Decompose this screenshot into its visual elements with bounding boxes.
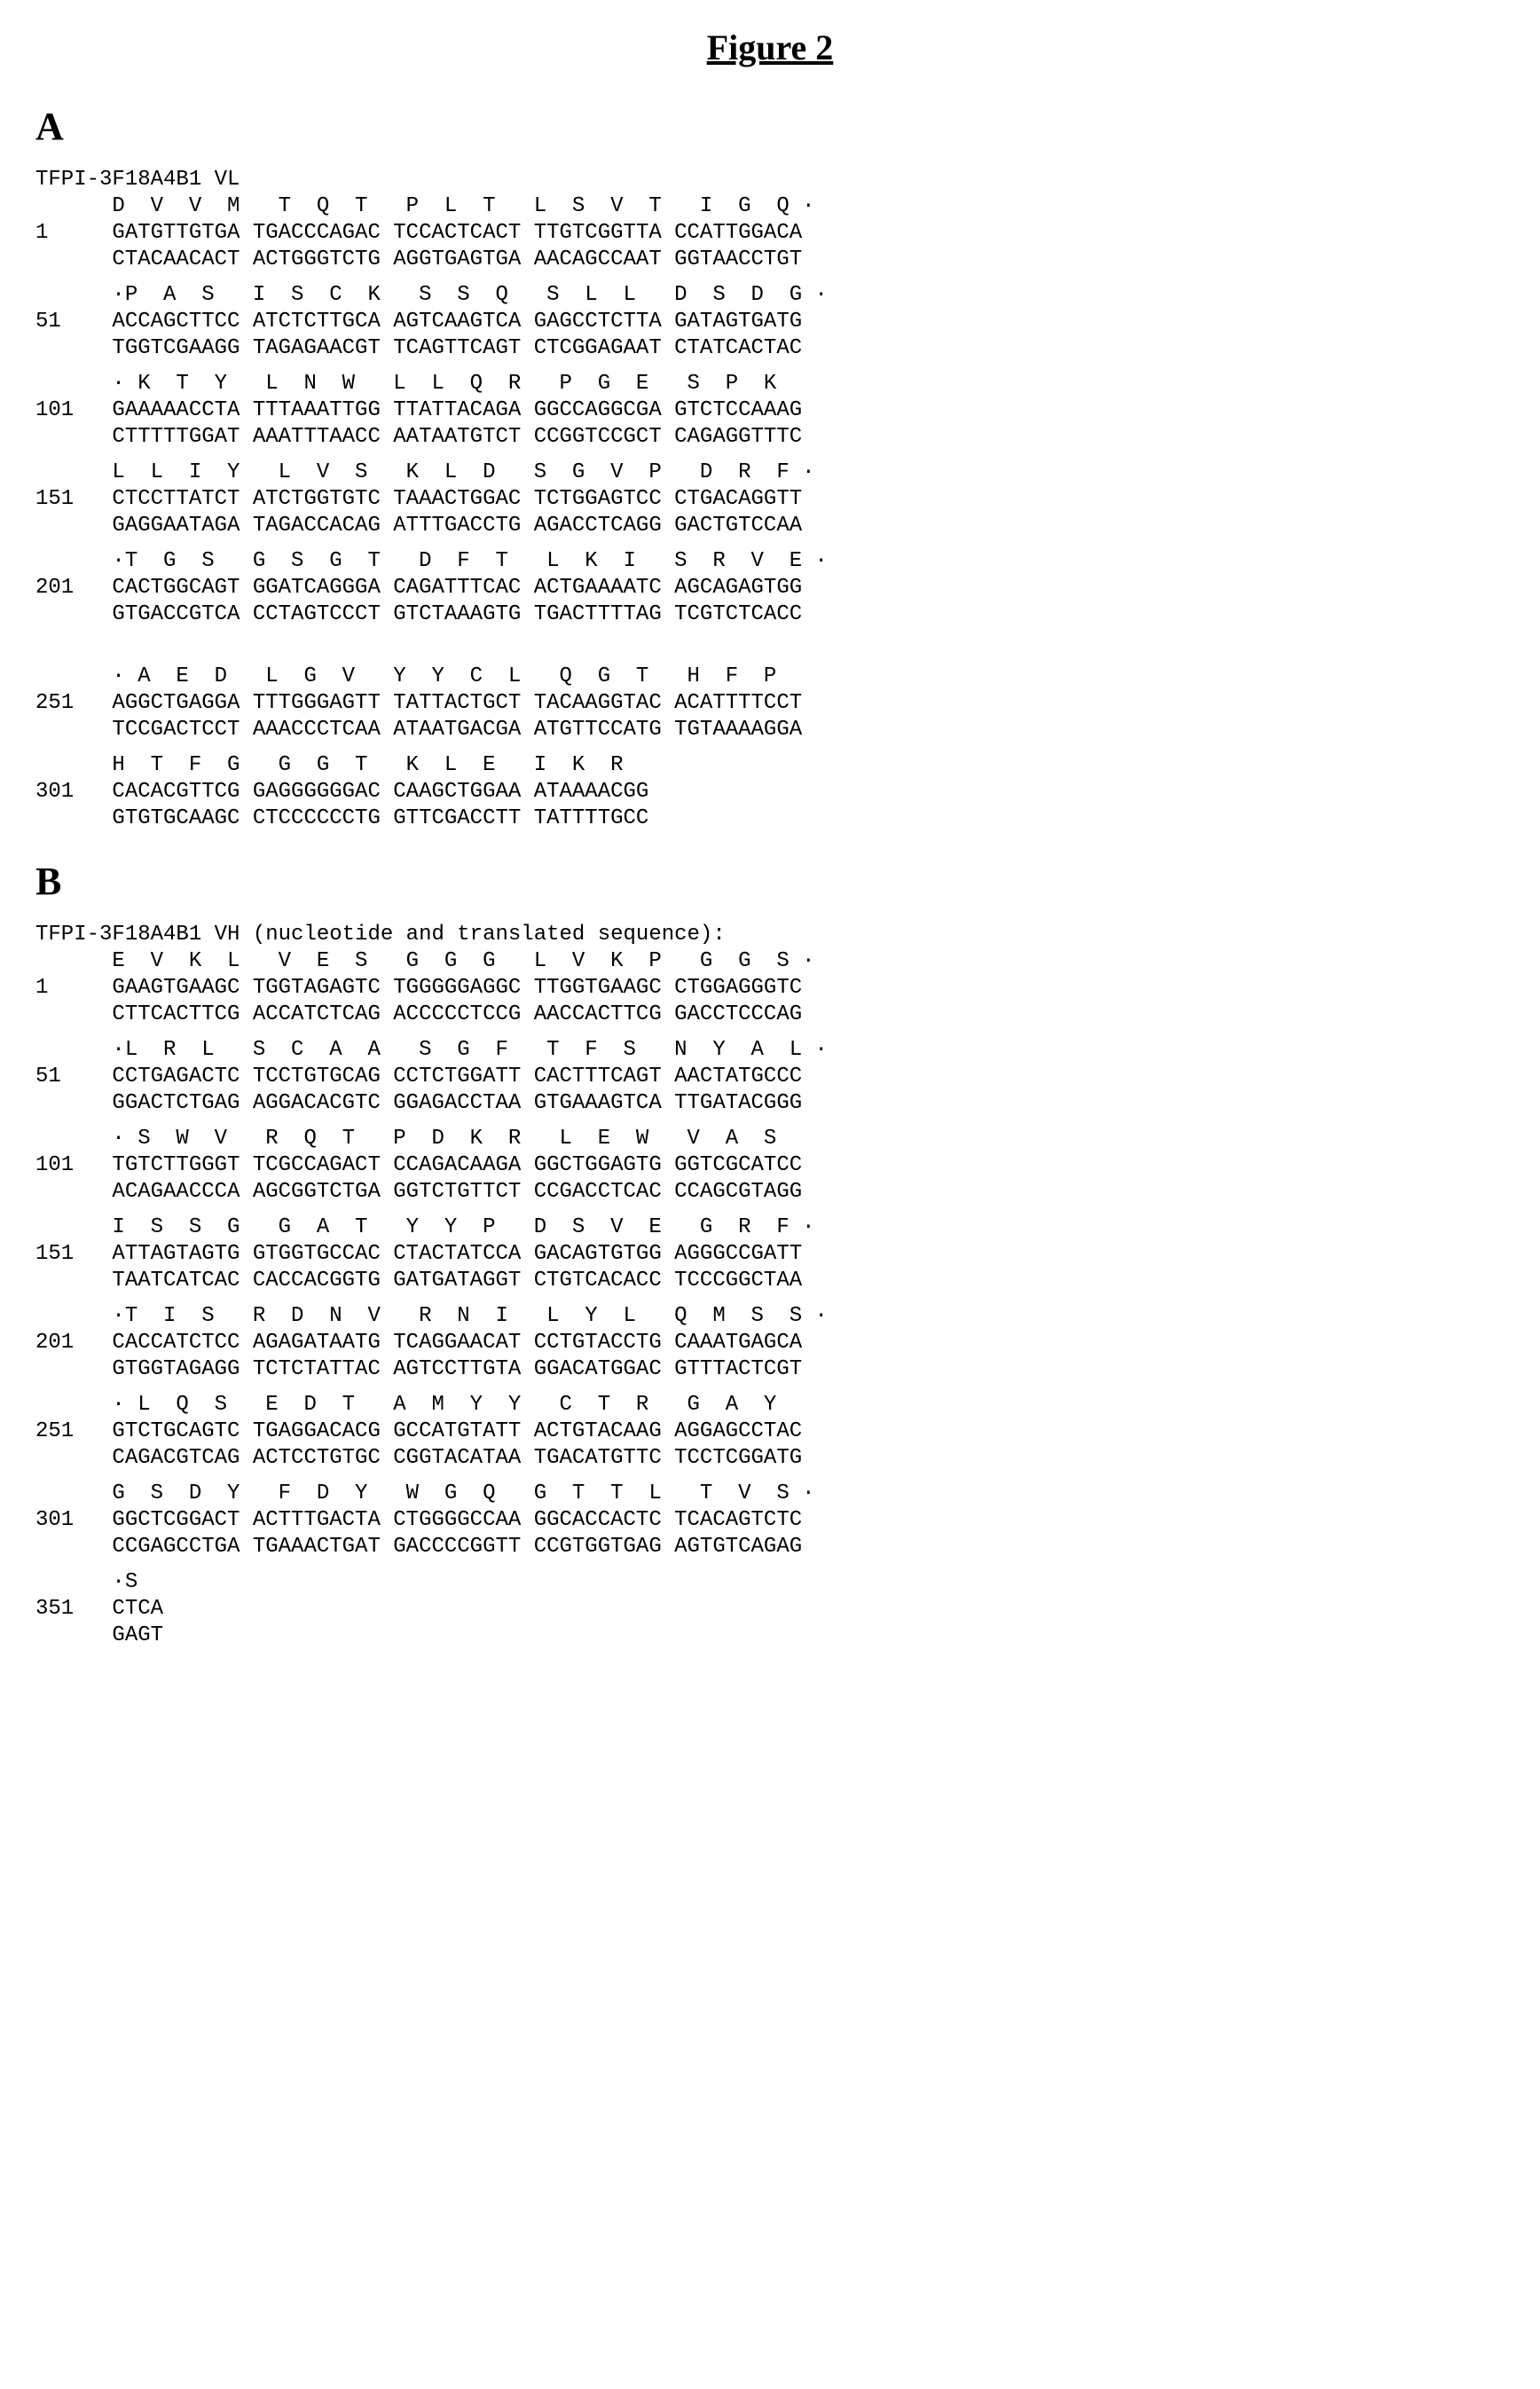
sequence-block: ·T I S R D N V R N I L Y L Q M S S · 201…	[35, 1303, 1505, 1383]
sequence-block: · L Q S E D T A M Y Y C T R G A Y 251 GT…	[35, 1392, 1505, 1472]
sequence-block: D V V M T Q T P L T L S V T I G Q · 1 GA…	[35, 193, 1505, 273]
section-b-letter: B	[35, 859, 1505, 904]
sequence-block: L L I Y L V S K L D S G V P D R F · 151 …	[35, 460, 1505, 539]
section-a-header: TFPI-3F18A4B1 VL	[35, 167, 1505, 193]
sequence-block: G S D Y F D Y W G Q G T T L T V S · 301 …	[35, 1481, 1505, 1560]
sequence-block: · K T Y L N W L L Q R P G E S P K 101 GA…	[35, 371, 1505, 451]
sequence-block: H T F G G G T K L E I K R 301 CACACGTTCG…	[35, 752, 1505, 832]
sequence-block: ·P A S I S C K S S Q S L L D S D G · 51 …	[35, 282, 1505, 362]
sequence-block: ·L R L S C A A S G F T F S N Y A L · 51 …	[35, 1037, 1505, 1117]
sequence-block: I S S G G A T Y Y P D S V E G R F · 151 …	[35, 1214, 1505, 1294]
sequence-block: ·T G S G S G T D F T L K I S R V E · 201…	[35, 548, 1505, 628]
sequence-block: · A E D L G V Y Y C L Q G T H F P 251 AG…	[35, 637, 1505, 743]
section-b-header: TFPI-3F18A4B1 VH (nucleotide and transla…	[35, 922, 1505, 948]
section-a-letter: A	[35, 104, 1505, 149]
sequence-block: E V K L V E S G G G L V K P G G S · 1 GA…	[35, 948, 1505, 1028]
figure-title: Figure 2	[35, 27, 1505, 68]
section-b-sequence-container: E V K L V E S G G G L V K P G G S · 1 GA…	[35, 948, 1505, 1649]
section-a-sequence-container: D V V M T Q T P L T L S V T I G Q · 1 GA…	[35, 193, 1505, 832]
sequence-block: · S W V R Q T P D K R L E W V A S 101 TG…	[35, 1126, 1505, 1206]
sequence-block: ·S 351 CTCA GAGT	[35, 1569, 1505, 1649]
